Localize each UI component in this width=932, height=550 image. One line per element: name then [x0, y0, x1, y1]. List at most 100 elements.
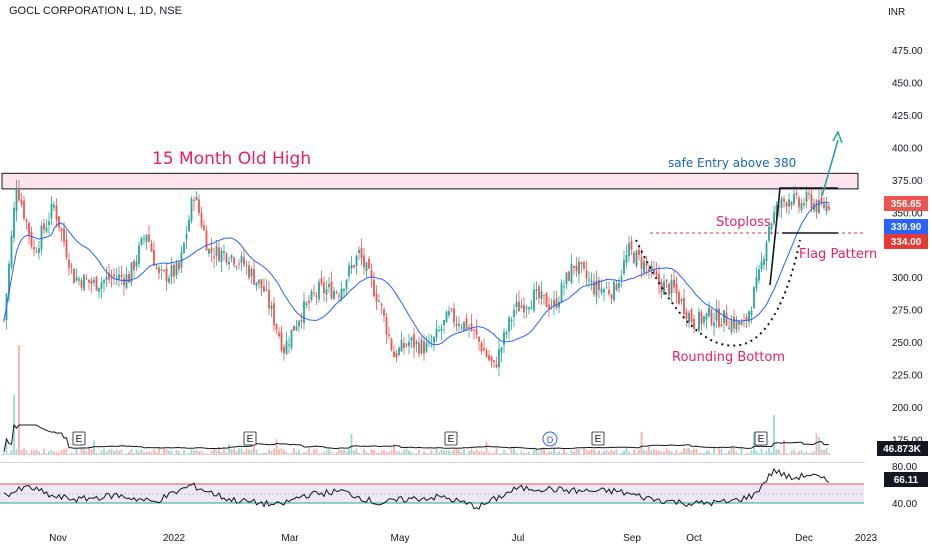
- candle-body: [248, 265, 250, 278]
- candle-body: [370, 270, 373, 278]
- volume-bar: [510, 448, 513, 455]
- earnings-marker[interactable]: E: [243, 431, 257, 446]
- event-markers[interactable]: E E E D E E: [72, 431, 768, 447]
- candle-body: [513, 310, 515, 318]
- candle-body: [495, 363, 498, 368]
- volume-bar: [583, 448, 585, 455]
- volume-bar: [663, 451, 665, 455]
- volume-bar: [200, 451, 203, 455]
- volume-bar: [780, 453, 783, 455]
- volume-bar: [143, 452, 145, 455]
- candle-body: [710, 309, 713, 325]
- candle-body: [490, 356, 493, 362]
- candle-body: [670, 280, 673, 294]
- volume-bar: [770, 451, 773, 455]
- earnings-marker[interactable]: E: [754, 431, 768, 446]
- svg-text:D: D: [547, 435, 554, 445]
- candle-body: [195, 196, 198, 201]
- candle-body: [735, 319, 738, 330]
- candle-body: [518, 301, 520, 312]
- candle-body: [263, 286, 265, 292]
- volume-bar: [465, 453, 468, 455]
- volume-bar: [313, 449, 315, 455]
- candle-body: [533, 289, 535, 311]
- candle-body: [788, 199, 790, 207]
- volume-bar: [455, 449, 458, 455]
- volume-bar: [98, 453, 100, 455]
- dividend-marker[interactable]: D: [542, 431, 558, 447]
- volume-bar: [140, 449, 143, 455]
- candle-body: [233, 257, 235, 265]
- volume-bar: [818, 437, 820, 455]
- volume-bar: [695, 448, 698, 455]
- candle-body: [163, 270, 165, 272]
- volume-bar: [600, 452, 603, 455]
- volume-bar: [648, 446, 650, 455]
- candle-body: [100, 282, 103, 289]
- candle-body: [93, 279, 95, 283]
- volume-bars: [3, 345, 830, 455]
- candle-body: [30, 231, 33, 247]
- candle-body: [693, 318, 695, 329]
- earnings-marker[interactable]: E: [591, 431, 605, 446]
- earnings-marker[interactable]: E: [72, 431, 86, 446]
- volume-bar: [823, 450, 825, 455]
- candle-body: [818, 199, 820, 213]
- svg-text:334.00: 334.00: [891, 237, 922, 248]
- volume-bar: [420, 453, 423, 455]
- price-tick-label: 275.00: [892, 306, 923, 317]
- earnings-marker[interactable]: E: [444, 431, 458, 446]
- volume-bar: [485, 441, 488, 455]
- candle-body: [80, 280, 83, 288]
- candle-body: [510, 319, 513, 322]
- volume-bar: [705, 450, 708, 455]
- volume-bar: [368, 453, 370, 455]
- chart-title: GOCL CORPORATION L, 1D, NSE: [9, 5, 182, 17]
- candle-body: [33, 247, 35, 250]
- volume-bar: [218, 447, 220, 455]
- volume-bar: [580, 453, 583, 455]
- candle-body: [138, 245, 140, 264]
- volume-bar: [103, 448, 105, 455]
- candle-body: [210, 247, 213, 253]
- volume-bar: [160, 453, 163, 455]
- volume-bar: [15, 449, 18, 455]
- candle-body: [553, 300, 555, 306]
- candle-body: [825, 203, 828, 212]
- volume-bar: [53, 451, 55, 455]
- volume-bar: [675, 449, 678, 455]
- volume-bar: [385, 451, 388, 455]
- volume-bar: [645, 450, 648, 455]
- price-tick-label: 300.00: [892, 273, 923, 284]
- candle-body: [650, 265, 653, 271]
- volume-bar: [493, 452, 495, 455]
- time-axis[interactable]: Nov 2022 Mar May Jul Sep Oct Dec 2023: [49, 533, 877, 544]
- time-tick-label: Sep: [623, 533, 641, 544]
- volume-bar: [505, 452, 508, 455]
- candle-body: [328, 284, 330, 288]
- volume-bar: [425, 452, 428, 455]
- volume-bar: [793, 449, 795, 455]
- svg-text:E: E: [758, 434, 765, 445]
- volume-bar: [720, 448, 723, 455]
- candle-body: [110, 277, 113, 279]
- candle-body: [535, 289, 538, 291]
- candle-body: [595, 280, 598, 297]
- volume-bar: [325, 450, 328, 455]
- volume-bar: [758, 453, 760, 455]
- candle-body: [763, 259, 765, 265]
- candle-body: [305, 302, 308, 306]
- candle-body: [628, 243, 630, 257]
- rounding-bottom-curve: [635, 239, 801, 347]
- candle-body: [385, 317, 388, 335]
- candle-body: [250, 268, 253, 277]
- volume-bar: [565, 452, 568, 455]
- candle-body: [313, 292, 315, 294]
- volume-bar: [78, 453, 80, 455]
- volume-bar: [765, 451, 768, 455]
- candle-body: [478, 337, 480, 342]
- candle-body: [240, 255, 243, 263]
- candle-body: [215, 245, 218, 256]
- candle-body: [63, 228, 65, 243]
